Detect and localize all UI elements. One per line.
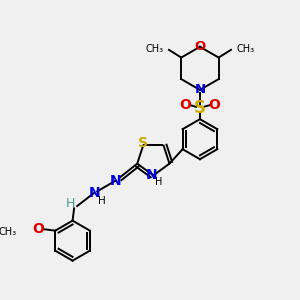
- Text: N: N: [146, 168, 158, 182]
- Text: O: O: [32, 222, 44, 236]
- Text: O: O: [179, 98, 191, 112]
- Text: N: N: [194, 83, 206, 96]
- Text: CH₃: CH₃: [236, 44, 254, 54]
- Text: N: N: [110, 174, 122, 188]
- Text: S: S: [138, 136, 148, 150]
- Text: N: N: [88, 186, 100, 200]
- Text: O: O: [194, 40, 206, 53]
- Text: S: S: [194, 99, 206, 117]
- Text: H: H: [98, 196, 106, 206]
- Text: CH₃: CH₃: [146, 44, 164, 54]
- Text: O: O: [208, 98, 220, 112]
- Text: H: H: [155, 177, 162, 187]
- Text: H: H: [66, 197, 75, 210]
- Text: CH₃: CH₃: [0, 227, 17, 237]
